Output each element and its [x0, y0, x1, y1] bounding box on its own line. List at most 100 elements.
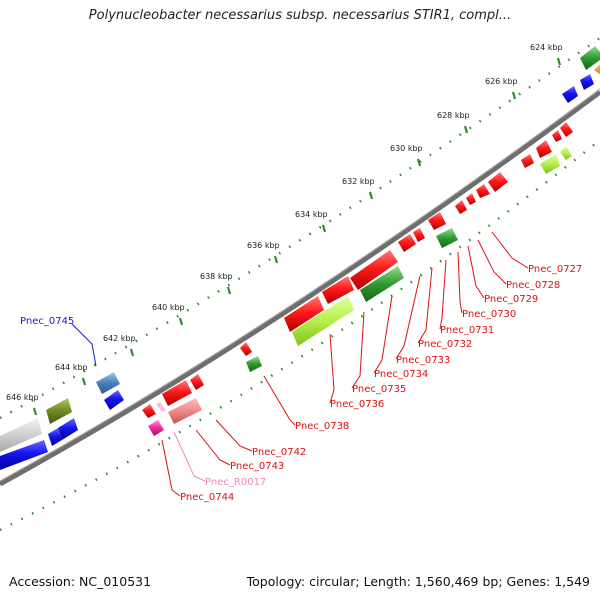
gene-arrow[interactable]: [488, 172, 508, 192]
gene-arrow[interactable]: [142, 404, 156, 418]
gene-label[interactable]: Pnec_R0017: [205, 477, 266, 488]
gene-arrow[interactable]: [156, 402, 166, 412]
gene-arrow[interactable]: [322, 276, 354, 304]
gene-label[interactable]: Pnec_0728: [506, 280, 560, 291]
tick-label: 638 kbp: [200, 272, 233, 281]
tick-label: 628 kbp: [437, 111, 470, 120]
reverse-genes: [148, 146, 572, 436]
gene-arrow[interactable]: [48, 428, 62, 446]
label-leader-line: [195, 429, 231, 466]
major-tick: [463, 125, 469, 134]
major-tick: [511, 91, 517, 100]
gene-arrow[interactable]: [466, 193, 476, 205]
major-tick: [368, 191, 374, 200]
gene-label[interactable]: Pnec_0733: [396, 355, 450, 366]
tick-label: 646 kbp: [6, 393, 39, 402]
label-leader-line: [173, 431, 206, 482]
gene-arrow[interactable]: [436, 228, 458, 248]
gene-arrow[interactable]: [292, 296, 354, 346]
tick-label: 630 kbp: [390, 144, 423, 153]
tick-label: 634 kbp: [295, 210, 328, 219]
major-tick: [321, 224, 327, 233]
gene-arrow[interactable]: [428, 212, 446, 230]
gene-label[interactable]: Pnec_0736: [330, 399, 384, 410]
tick-label: 642 kbp: [103, 334, 136, 343]
gene-arrow[interactable]: [284, 296, 324, 332]
tick-label: 644 kbp: [55, 363, 88, 372]
tick-label: 626 kbp: [485, 77, 518, 86]
label-leader-line: [71, 323, 97, 367]
gene-label[interactable]: Pnec_0738: [295, 421, 349, 432]
gene-arrow[interactable]: [46, 398, 72, 424]
gene-arrow[interactable]: [455, 200, 467, 214]
gene-arrow[interactable]: [580, 46, 600, 70]
inner-tick-ring: [0, 139, 600, 532]
gene-arrow[interactable]: [246, 356, 262, 372]
gene-arrow[interactable]: [580, 74, 594, 90]
gene-arrow[interactable]: [104, 390, 124, 410]
gene-arrow[interactable]: [168, 398, 202, 424]
label-leader-line: [215, 419, 253, 452]
gene-arrow[interactable]: [190, 374, 204, 390]
label-leader-line: [417, 267, 433, 344]
genome-backbone-highlight: [0, 88, 600, 482]
gene-arrow[interactable]: [562, 86, 578, 103]
label-leader-line: [395, 275, 421, 360]
tick-label: 640 kbp: [152, 303, 185, 312]
genome-backbone: [0, 89, 600, 487]
major-tick: [81, 377, 87, 386]
gene-arrow[interactable]: [476, 184, 490, 198]
gene-arrow[interactable]: [0, 440, 48, 470]
gene-arrow[interactable]: [58, 418, 78, 440]
gene-arrow[interactable]: [521, 154, 534, 168]
gene-label[interactable]: Pnec_0732: [418, 339, 472, 350]
gene-label[interactable]: Pnec_0734: [374, 369, 428, 380]
gene-arrow[interactable]: [240, 342, 252, 356]
gene-arrow[interactable]: [540, 154, 560, 174]
gene-label[interactable]: Pnec_0729: [484, 294, 538, 305]
gene-label[interactable]: Pnec_0745: [20, 316, 74, 327]
gene-arrow[interactable]: [552, 130, 562, 142]
forward-genes: [0, 46, 600, 470]
gene-arrow[interactable]: [398, 234, 416, 252]
major-tick: [32, 407, 38, 416]
gene-label[interactable]: Pnec_0744: [180, 492, 234, 503]
gene-arrow[interactable]: [560, 146, 572, 160]
major-tick: [556, 57, 562, 66]
tick-label: 624 kbp: [530, 43, 563, 52]
gene-label[interactable]: Pnec_0730: [462, 309, 516, 320]
gene-label[interactable]: Pnec_0743: [230, 461, 284, 472]
gene-label[interactable]: Pnec_0742: [252, 447, 306, 458]
outer-tick-ring: [0, 36, 600, 420]
label-leader-line: [491, 231, 529, 269]
gene-label[interactable]: Pnec_0727: [528, 264, 582, 275]
label-leader-line: [457, 251, 463, 314]
label-leader-line: [263, 375, 296, 426]
label-leader-line: [477, 239, 507, 285]
label-leader-line: [351, 311, 365, 389]
gene-arrow[interactable]: [350, 250, 398, 290]
gene-arrow[interactable]: [594, 64, 600, 74]
major-tick: [178, 317, 184, 326]
label-leader-line: [467, 245, 485, 299]
topology-summary: Topology: circular; Length: 1,560,469 bp…: [246, 574, 590, 589]
map-title: Polynucleobacter necessarius subsp. nece…: [88, 8, 512, 23]
major-tick: [226, 286, 232, 295]
major-tick: [273, 255, 279, 264]
gene-label[interactable]: Pnec_0731: [440, 325, 494, 336]
gene-label[interactable]: Pnec_0735: [352, 384, 406, 395]
label-leader-line: [161, 439, 181, 497]
gene-arrow[interactable]: [413, 228, 425, 242]
gene-arrow[interactable]: [96, 372, 120, 394]
gene-arrow[interactable]: [360, 266, 404, 302]
gene-arrow[interactable]: [162, 380, 192, 406]
label-leader-line: [439, 259, 447, 330]
gene-arrow[interactable]: [148, 420, 164, 436]
gene-arrow[interactable]: [536, 140, 552, 158]
major-tick: [129, 348, 135, 357]
gene-arrow[interactable]: [0, 418, 42, 452]
tick-label: 632 kbp: [342, 177, 375, 186]
tick-label: 636 kbp: [247, 241, 280, 250]
gene-arrow[interactable]: [560, 122, 573, 137]
